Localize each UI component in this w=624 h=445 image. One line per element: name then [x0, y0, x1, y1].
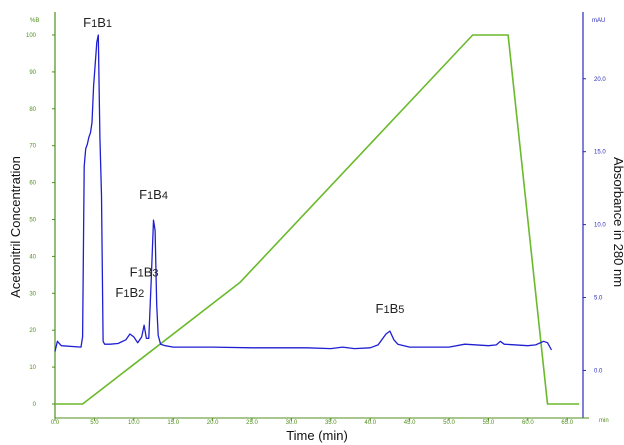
peak-label-part: F — [115, 285, 123, 300]
left-tick-label: 80 — [29, 107, 36, 113]
peak-label-part: 1 — [91, 18, 97, 30]
peak-label-part: 1 — [123, 288, 129, 300]
right-tick-label: 15.0 — [594, 150, 606, 156]
peak-label-part: 1 — [383, 304, 389, 316]
x-tick-label: 10.0 — [128, 420, 140, 426]
peak-label-part: B — [390, 301, 399, 316]
x-tick-label: 65.0 — [561, 420, 573, 426]
plot-area: 01020304050607080901000.05.010.015.020.0… — [26, 12, 606, 426]
peak-label-part: 4 — [162, 190, 168, 202]
x-tick-label: 25.0 — [246, 420, 258, 426]
right-axis-unit: mAU — [592, 18, 605, 24]
peak-label-part: 1 — [147, 190, 153, 202]
right-axis-title: Absorbance in 280 nm — [611, 157, 624, 287]
peak-label: F1B2 — [115, 285, 144, 300]
left-tick-label: 40 — [29, 254, 36, 260]
left-tick-label: 100 — [26, 33, 37, 39]
peak-label: F1B5 — [375, 301, 404, 316]
right-tick-label: 0.0 — [594, 368, 603, 374]
peak-label-part: 3 — [152, 267, 158, 279]
peak-label-part: B — [153, 187, 162, 202]
x-tick-label: 35.0 — [325, 420, 337, 426]
left-tick-label: 10 — [29, 365, 36, 371]
left-tick-label: 70 — [29, 144, 36, 150]
x-tick-label: 20.0 — [207, 420, 219, 426]
left-tick-label: 30 — [29, 291, 36, 297]
peak-label-part: 5 — [398, 304, 404, 316]
peak-label-part: F — [375, 301, 383, 316]
x-tick-label: 5.0 — [90, 420, 99, 426]
peak-label: F1B1 — [83, 15, 112, 30]
peak-label-part: F — [139, 187, 147, 202]
peak-label-part: B — [97, 15, 106, 30]
right-tick-label: 20.0 — [594, 77, 606, 83]
x-tick-label: 60.0 — [522, 420, 534, 426]
right-tick-label: 10.0 — [594, 223, 606, 229]
peak-label-part: F — [130, 264, 138, 279]
x-tick-label: 40.0 — [364, 420, 376, 426]
peak-label-part: 1 — [106, 18, 112, 30]
left-tick-label: 50 — [29, 218, 36, 224]
left-tick-label: 90 — [29, 70, 36, 76]
right-tick-label: 5.0 — [594, 296, 603, 302]
gradient-line — [55, 34, 580, 405]
left-axis-title: Acetonitril Concentration — [8, 156, 23, 298]
x-axis-title: Time (min) — [286, 428, 348, 443]
peak-label-part: 2 — [138, 288, 144, 300]
peak-label-part: F — [83, 15, 91, 30]
left-tick-label: 0 — [33, 402, 37, 408]
x-tick-label: 30.0 — [286, 420, 298, 426]
peak-label-part: B — [130, 285, 139, 300]
absorbance-line — [54, 34, 553, 352]
peak-label-part: B — [144, 264, 153, 279]
peak-label: F1B3 — [130, 264, 159, 279]
series-layer — [54, 34, 580, 405]
left-axis-unit: %B — [30, 18, 39, 24]
x-tick-label: 15.0 — [167, 420, 179, 426]
x-tick-label: 0.0 — [51, 420, 60, 426]
x-tick-label: 55.0 — [483, 420, 495, 426]
x-axis-unit: min — [599, 418, 609, 424]
peak-label: F1B4 — [139, 187, 168, 202]
left-tick-label: 20 — [29, 328, 36, 334]
x-tick-label: 50.0 — [443, 420, 455, 426]
left-tick-label: 60 — [29, 181, 36, 187]
x-tick-label: 45.0 — [404, 420, 416, 426]
peak-label-part: 1 — [138, 267, 144, 279]
